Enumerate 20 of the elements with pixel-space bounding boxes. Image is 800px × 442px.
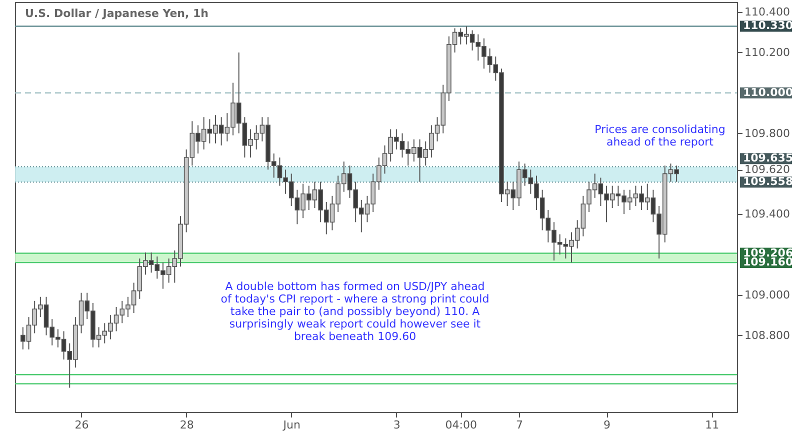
- y-tick-label: 108.800: [744, 328, 790, 342]
- y-tick-label: 109.000: [744, 288, 790, 302]
- x-tick-label: 3: [393, 418, 400, 432]
- x-tick-label: Jun: [282, 418, 300, 432]
- x-tick-label: 9: [604, 418, 611, 432]
- y-tick-label: 109.800: [744, 126, 790, 140]
- x-tick-label: 28: [180, 418, 194, 432]
- ref-line-label: 109.635: [743, 152, 794, 165]
- x-tick-label: 11: [705, 418, 720, 432]
- annotation: A double bottom has formed on USD/JPY ahead of today's CPI report - where a strong print could take the pair to (and possibly beyond) 110. A surprisingly weak report could however see it break beneath 109.60: [220, 280, 490, 343]
- y-tick-label: 109.400: [744, 208, 790, 221]
- text: U.S. Dollar / Japanese Yen, 1h: [25, 7, 208, 20]
- ref-line-label: 109.558: [743, 175, 794, 188]
- x-tick-label: 26: [74, 418, 89, 432]
- x-tick-label: 04:00: [445, 418, 477, 432]
- y-tick-label: 110.200: [744, 46, 790, 59]
- y-tick-label: 110.400: [744, 6, 790, 19]
- x-tick-label: 7: [516, 418, 523, 432]
- y-tick-label: 109.620: [744, 163, 790, 176]
- annotation: Prices are consolidating ahead of the report: [594, 123, 726, 148]
